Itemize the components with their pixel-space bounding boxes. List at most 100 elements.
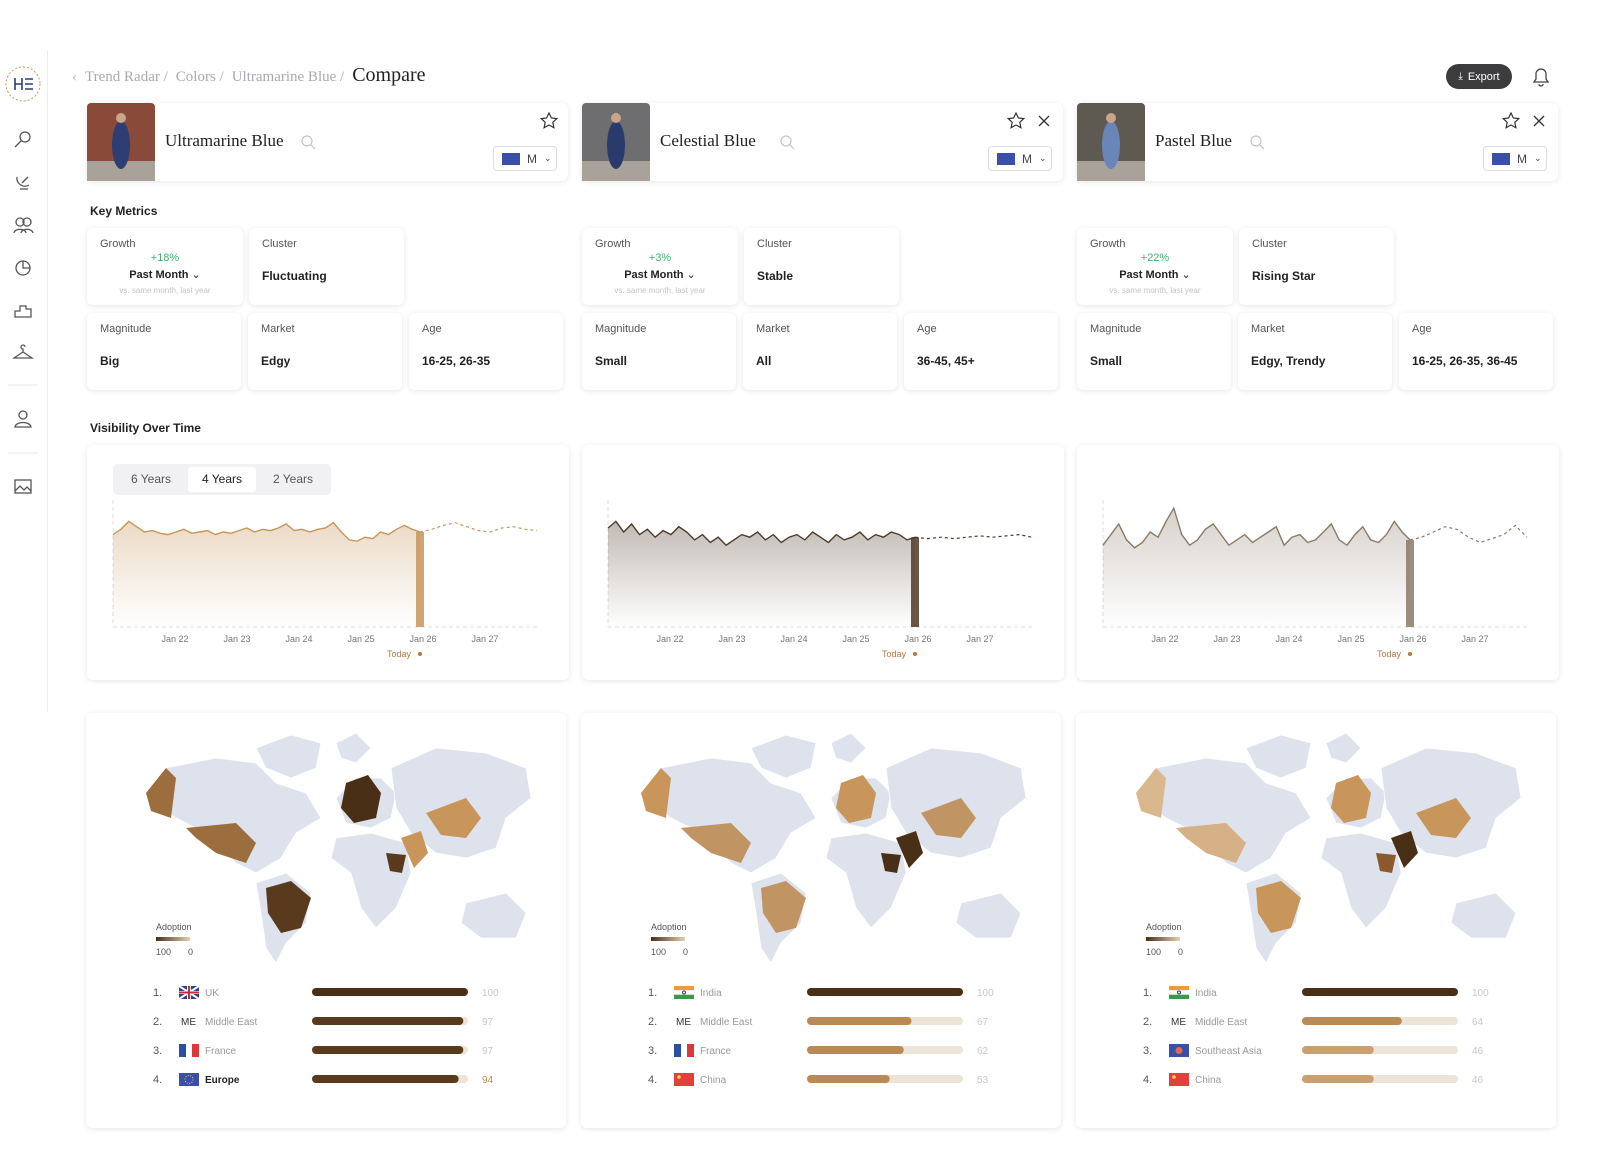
metric-label: Age — [422, 323, 442, 335]
adoption-value: 62 — [977, 1046, 989, 1057]
region-badge: ME — [181, 1017, 196, 1028]
image-head — [611, 113, 621, 123]
flag-part — [192, 1044, 199, 1057]
legend-title: Adoption — [1146, 922, 1182, 932]
highlighted-region — [401, 831, 428, 868]
breadcrumb-link[interactable]: Colors / — [175, 69, 224, 85]
period-selector[interactable]: Past Month ⌄ — [87, 268, 243, 281]
flag-part — [687, 1044, 694, 1057]
metric-tile: Cluster Stable — [744, 228, 899, 305]
highlighted-region — [1376, 853, 1396, 873]
nav-groups[interactable] — [13, 217, 34, 234]
metric-label: Magnitude — [595, 323, 647, 335]
adoption-bar — [312, 1017, 464, 1025]
flag-part — [1169, 994, 1189, 999]
close-button[interactable] — [1529, 111, 1549, 131]
back-arrow[interactable]: ‹ — [72, 69, 77, 85]
time-range-tab[interactable]: 4 Years — [188, 467, 256, 492]
highlighted-region — [1256, 881, 1301, 933]
nav-search[interactable] — [14, 131, 31, 148]
world-map — [1135, 732, 1522, 964]
region-badge: ME — [676, 1017, 691, 1028]
breadcrumb-link[interactable]: Ultramarine Blue / — [231, 69, 345, 85]
legend-tick: 100 — [1146, 947, 1161, 957]
size-dropdown[interactable]: M ⌄ — [1483, 146, 1547, 171]
time-range-tab[interactable]: 6 Years — [130, 472, 172, 486]
land-shape — [460, 892, 527, 939]
star-shape — [1006, 111, 1026, 129]
nav-chart[interactable] — [15, 260, 31, 276]
legend-tick: 100 — [156, 947, 171, 957]
close-icon — [1038, 115, 1050, 127]
flag-part — [674, 1073, 694, 1086]
metric-label: Cluster — [1252, 238, 1287, 250]
time-range-tabs: 6 Years 4 Years 2 Years — [113, 464, 331, 495]
period-selector[interactable]: Past Month ⌄ — [582, 268, 738, 281]
nav-hanger[interactable] — [11, 344, 35, 359]
metric-tile: Magnitude Small — [582, 313, 736, 390]
metric-value: Edgy, Trendy — [1251, 354, 1326, 368]
growth-value: +18% — [150, 252, 180, 264]
item-name: Ultramarine Blue — [165, 131, 284, 150]
rank-number: 2. — [153, 1016, 162, 1028]
metric-label: Market — [1251, 323, 1285, 335]
search-icon-part — [310, 144, 316, 150]
region-name: India — [700, 988, 722, 999]
metric-value: 16-25, 26-35, 36-45 — [1412, 354, 1518, 368]
dropdown-flag — [502, 152, 520, 165]
forecast-line — [1409, 524, 1528, 544]
metric-tile: Growth +18% Past Month ⌄ vs. same month, la… — [87, 228, 243, 305]
legend-bar — [1146, 937, 1180, 941]
map-card: Adoption 100 0 1. India 100 2. ME Middle East 67 3… — [581, 713, 1061, 1128]
growth-note: vs. same month, last year — [1109, 286, 1201, 295]
flag-part — [186, 1044, 192, 1057]
search-icon — [1250, 135, 1265, 150]
favorite-star[interactable] — [1501, 111, 1521, 131]
land-shape — [1320, 832, 1402, 929]
growth-note: vs. same month, last year — [614, 286, 706, 295]
x-tick-label: Jan 22 — [1151, 634, 1178, 644]
region-name: UK — [205, 988, 219, 999]
adoption-value: 97 — [482, 1017, 494, 1028]
land-shape — [335, 732, 372, 764]
notification-bell[interactable] — [1524, 62, 1558, 92]
region-name: India — [1195, 988, 1217, 999]
favorite-star[interactable] — [539, 111, 559, 131]
legend-tick: 0 — [683, 947, 688, 957]
size-dropdown[interactable]: M ⌄ — [988, 146, 1052, 171]
close-button[interactable] — [1034, 111, 1054, 131]
favorite-star[interactable] — [1006, 111, 1026, 131]
visibility-area — [608, 521, 915, 627]
section-title: Key Metrics — [90, 204, 158, 218]
metric-value: 36-45, 45+ — [917, 354, 975, 368]
highlighted-region — [386, 853, 406, 873]
x-tick-label: Jan 27 — [1461, 634, 1488, 644]
dropdown-flag — [1492, 152, 1510, 165]
nav-gallery[interactable] — [14, 479, 32, 494]
adoption-bar — [807, 1075, 890, 1083]
highlighted-region — [921, 798, 976, 838]
flag-part — [682, 990, 686, 995]
flag-part — [179, 1044, 186, 1057]
period-selector[interactable]: Past Month ⌄ — [1077, 268, 1233, 281]
nav-radar[interactable] — [16, 176, 30, 190]
land-shape — [830, 732, 867, 764]
metric-tile: Cluster Fluctuating — [249, 228, 404, 305]
size-dropdown[interactable]: M ⌄ — [493, 146, 557, 171]
metric-label: Market — [261, 323, 295, 335]
adoption-bar — [312, 1075, 459, 1083]
flag-part — [1169, 986, 1189, 991]
legend-tick: 0 — [1178, 947, 1183, 957]
flag-part — [674, 990, 694, 995]
time-range-tab[interactable]: 2 Years — [272, 472, 314, 486]
metric-label: Age — [1412, 323, 1432, 335]
adoption-bar — [1302, 1075, 1374, 1083]
nav-podium[interactable] — [14, 305, 32, 318]
region-name: Middle East — [1195, 1017, 1247, 1028]
nav-user[interactable] — [14, 410, 32, 428]
image-figure — [1102, 121, 1120, 169]
search-icon-part — [1259, 144, 1265, 150]
breadcrumb-link[interactable]: Trend Radar / — [85, 69, 168, 85]
export-button[interactable]: ⤓ Export — [1446, 64, 1512, 89]
today-label: Today — [882, 649, 907, 659]
